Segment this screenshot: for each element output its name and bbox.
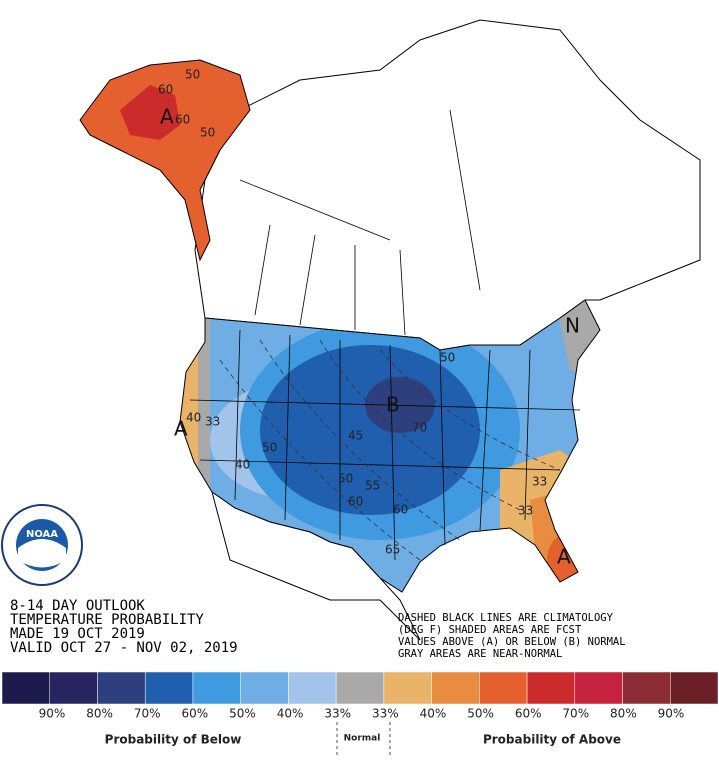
legend-label: 80%: [86, 707, 113, 721]
legend-label: 50%: [467, 707, 494, 721]
legend-label: 60%: [182, 707, 209, 721]
legend-swatch: [240, 671, 289, 705]
map-label: 70: [412, 421, 427, 435]
outlook-line: TEMPERATURE PROBABILITY: [10, 612, 204, 628]
legend-label: 70%: [134, 707, 161, 721]
legend-swatch: [49, 671, 98, 705]
legend-swatch: [192, 671, 241, 705]
note-line: GRAY AREAS ARE NEAR-NORMAL: [398, 648, 562, 660]
climatology-lines: [219, 339, 561, 561]
legend-swatch: [144, 671, 194, 705]
map-label: 65: [385, 543, 400, 557]
map-label: 50: [262, 441, 277, 455]
map-label: 40: [235, 458, 250, 472]
note-line: DASHED BLACK LINES ARE CLIMATOLOGY: [398, 612, 614, 624]
legend-swatch: [574, 671, 623, 705]
note-line: (DEG F) SHADED AREAS ARE FCST: [398, 624, 582, 636]
map-label: 60: [348, 495, 363, 509]
map-label: A: [160, 105, 174, 129]
legend-label: 90%: [39, 707, 66, 721]
map-label: N: [565, 314, 580, 338]
legend-normal: Normal: [344, 734, 381, 744]
legend-swatch: [431, 671, 480, 705]
legend-swatch: [288, 671, 337, 705]
legend-label: 90%: [658, 707, 685, 721]
legend-label: 70%: [562, 707, 589, 721]
map-label: 60: [175, 113, 190, 127]
legend-swatch: [335, 671, 385, 705]
legend-label: 40%: [420, 707, 447, 721]
legend-label: 50%: [229, 707, 256, 721]
legend-label: 80%: [610, 707, 637, 721]
map-label: A: [557, 545, 571, 569]
map-label: 50: [185, 68, 200, 82]
map-label: B: [386, 393, 400, 417]
legend-swatch: [97, 671, 146, 705]
legend-label: 60%: [515, 707, 542, 721]
map-label: 33: [205, 415, 220, 429]
mexico: [211, 490, 421, 641]
legend-swatch: [1, 671, 50, 705]
legend-label: 33%: [372, 707, 399, 721]
map-label: 50: [338, 472, 353, 486]
map-label: 60: [393, 503, 408, 517]
legend-swatch: [526, 671, 576, 705]
map-label: 33: [518, 504, 533, 518]
alaska-inner: [120, 85, 180, 140]
outlook-line: 8-14 DAY OUTLOOK: [10, 598, 145, 614]
legend-label: 40%: [277, 707, 304, 721]
legend-swatch: [622, 671, 671, 705]
outlook-line: MADE 19 OCT 2019: [10, 626, 145, 642]
legend-label: 33%: [324, 707, 351, 721]
legend-above: Probability of Above: [483, 733, 621, 747]
map-label: 50: [200, 126, 215, 140]
map-label: 40: [186, 411, 201, 425]
map-label: 60: [158, 83, 173, 97]
map-label: 45: [348, 429, 363, 443]
province-lines: [239, 109, 481, 336]
legend-below: Probability of Below: [105, 733, 242, 747]
map-label: A: [174, 417, 188, 441]
legend-swatch: [383, 671, 432, 705]
map-label: 50: [440, 351, 455, 365]
note-line: VALUES ABOVE (A) OR BELOW (B) NORMAL: [398, 636, 626, 648]
legend-swatch: [479, 671, 528, 705]
logo-text: NOAA: [26, 529, 58, 540]
outlook-line: VALID OCT 27 - NOV 02, 2019: [10, 640, 238, 656]
canada: [194, 19, 701, 351]
legend: 90% 80% 70% 60% 50% 40% 33% 33% 40% 50% 60% 70% 80% 9…: [1, 671, 719, 721]
logo-wave: [18, 539, 66, 568]
map-label: 33: [532, 475, 547, 489]
map-label: 55: [365, 479, 380, 493]
legend-swatch: [670, 671, 719, 705]
